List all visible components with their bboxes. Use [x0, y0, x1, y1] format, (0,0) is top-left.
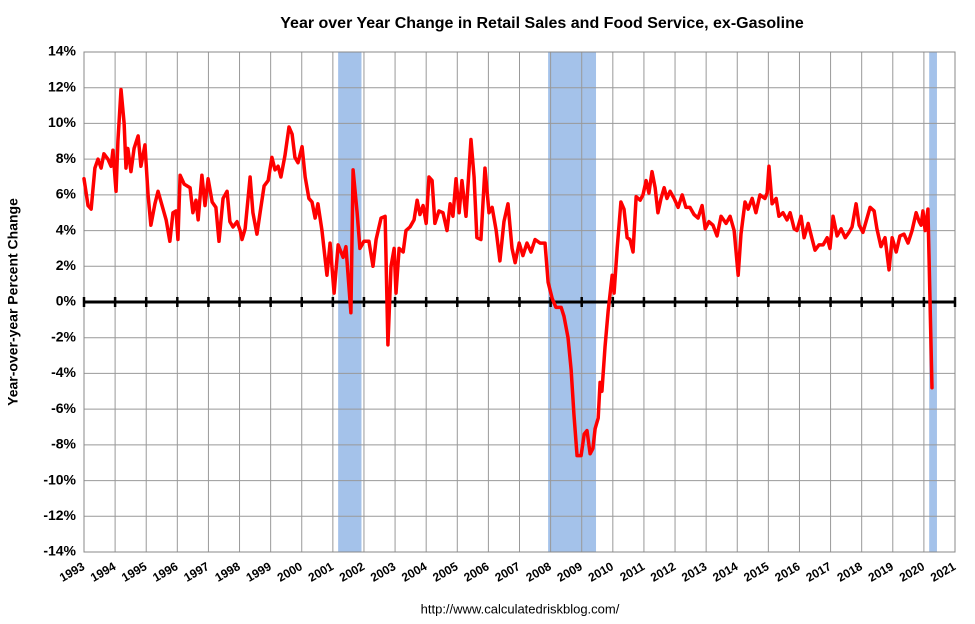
y-tick-label: -4% — [51, 364, 76, 380]
y-tick-label: -12% — [43, 507, 76, 523]
data-line — [82, 87, 934, 458]
y-tick-label: 12% — [48, 78, 77, 94]
y-axis-label: Year-over-year Percent Change — [5, 198, 21, 406]
y-tick-label: 8% — [56, 150, 77, 166]
y-tick-label: -10% — [43, 471, 76, 487]
y-tick-label: 10% — [48, 114, 77, 130]
y-tick-label: -2% — [51, 328, 76, 344]
y-tick-label: 6% — [56, 186, 77, 202]
y-tick-label: 0% — [56, 293, 77, 309]
y-tick-label: -8% — [51, 436, 76, 452]
y-tick-label: -14% — [43, 543, 76, 559]
y-tick-label: 2% — [56, 257, 77, 273]
y-tick-label: -6% — [51, 400, 76, 416]
source: http://www.calculatedriskblog.com/ — [421, 601, 620, 616]
y-tick-label: 4% — [56, 221, 77, 237]
y-tick-label: 14% — [48, 43, 77, 59]
chart-title: Year over Year Change in Retail Sales an… — [280, 15, 804, 32]
